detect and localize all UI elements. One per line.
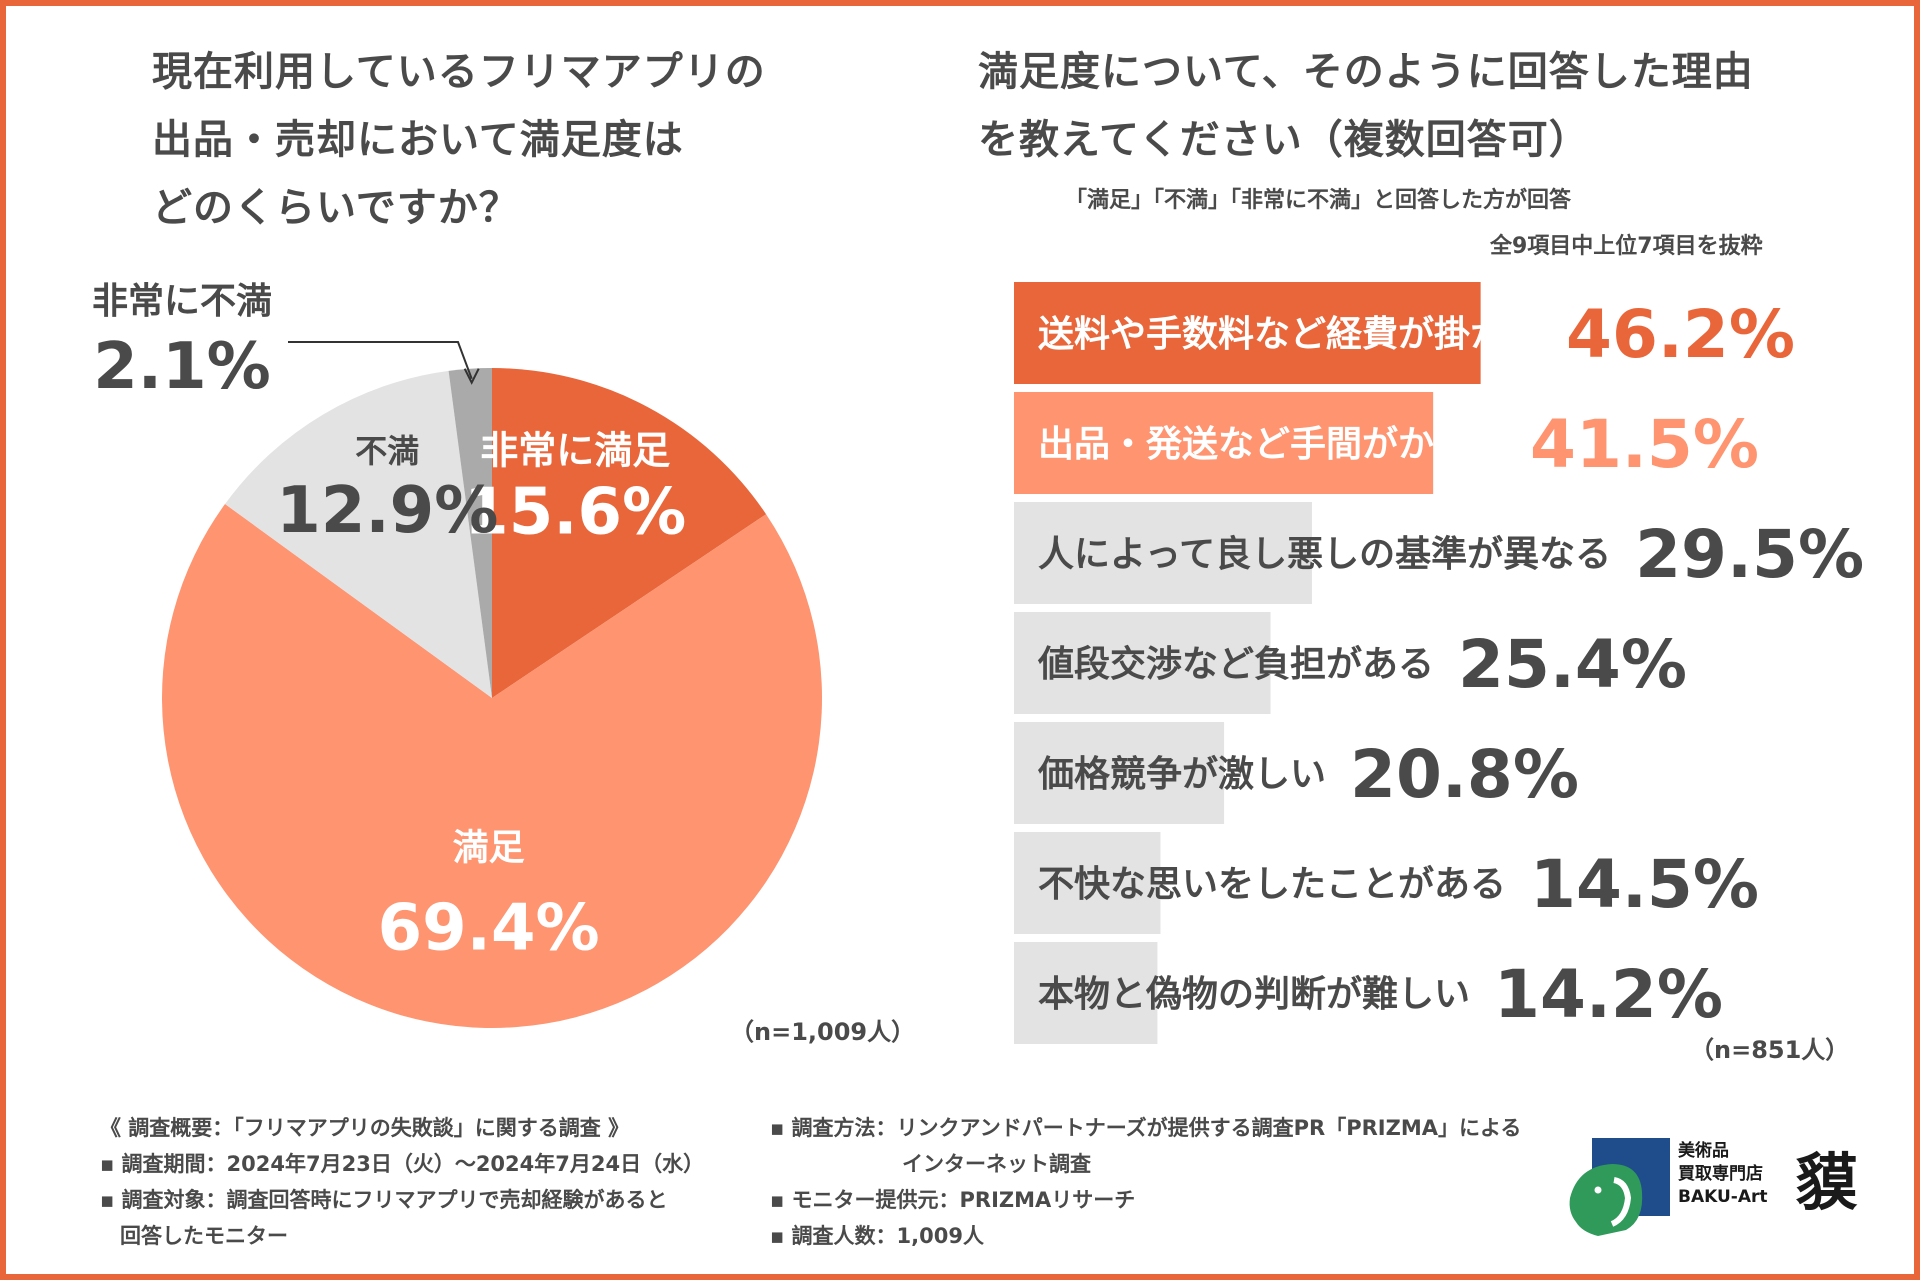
logo-line-2: 買取専門店 (1678, 1164, 1763, 1184)
bar-title-line-1: 満足度について、そのように回答した理由 (978, 49, 1754, 95)
pie-value-very-satisfied: 15.6% (464, 475, 686, 549)
bar-category-label-3: 人によって良し悪しの基準が異なる (1038, 534, 1611, 575)
pie-value-very-dissatisfied: 2.1% (93, 330, 271, 404)
survey-method-cont: インターネット調査 (902, 1152, 1091, 1176)
pie-slice-dissatisfied (225, 370, 492, 698)
bar-value-label-3: 29.5% (1635, 516, 1864, 593)
pie-value-dissatisfied: 12.9% (276, 474, 498, 548)
logo-line-3: BAKU-Art (1678, 1187, 1768, 1207)
bar-chart-title: 満足度について、そのように回答した理由 を教えてください（複数回答可） (978, 38, 1754, 174)
pie-leader-arrowhead (463, 368, 480, 385)
bar-value-label-7: 14.2% (1494, 956, 1723, 1033)
logo-kanji: 貘 (1796, 1146, 1859, 1219)
pie-chart-title: 現在利用しているフリマアプリの 出品・売却において満足度は どのくらいですか？ (152, 38, 766, 242)
pie-title-line-3: どのくらいですか？ (152, 185, 520, 231)
bar-sample-size: （n=851人） (1690, 1036, 1850, 1064)
bar-category-label-1: 送料や手数料など経費が掛かる (1038, 314, 1542, 355)
survey-overview-left: 《 調査概要：「フリマアプリの失敗談」に関する調査 》 ▪ 調査期間：2024年… (100, 1110, 704, 1254)
pie-slice-very-satisfied (492, 368, 767, 698)
bar-subtitle-respondents: 「満足」「不満」「非常に不満」と回答した方が回答 (1065, 188, 1572, 213)
survey-method: ▪ 調査方法：リンクアンドパートナーズが提供する調査PR「PRIZMA」による (770, 1116, 1522, 1140)
baku-art-logo: 美術品 買取専門店 BAKU-Art 貘 (1568, 1138, 1868, 1238)
pie-label-very-dissatisfied: 非常に不満 (92, 281, 272, 322)
pie-leader-line (288, 341, 473, 380)
bar-value-label-5: 20.8% (1350, 736, 1579, 813)
bar-category-label-2: 出品・発送など手間がかかる (1038, 424, 1506, 465)
survey-overview-heading: 《 調査概要：「フリマアプリの失敗談」に関する調査 》 (100, 1116, 630, 1140)
bar-category-label-6: 不快な思いをしたことがある (1038, 864, 1506, 905)
bar-5 (1014, 722, 1225, 824)
logo-line-1: 美術品 (1678, 1141, 1729, 1161)
survey-monitor-provider: ▪ モニター提供元：PRIZMAリサーチ (770, 1188, 1136, 1212)
bar-1 (1014, 282, 1481, 384)
pie-value-satisfied: 69.4% (378, 891, 600, 965)
survey-target-cont: 回答したモニター (120, 1224, 288, 1248)
bar-value-label-2: 41.5% (1530, 406, 1759, 483)
baku-logo-icon (1569, 1138, 1670, 1236)
bar-title-line-2: を教えてください（複数回答可） (978, 117, 1590, 163)
bar-chart: 送料や手数料など経費が掛かる 46.2% 出品・発送など手間がかかる 41.5% 人によ… (1014, 282, 1864, 1044)
logo-text: 美術品 買取専門店 BAKU-Art (1678, 1140, 1768, 1209)
pie-label-dissatisfied: 不満 (355, 432, 419, 470)
bar-4 (1014, 612, 1271, 714)
survey-overview-right: ▪ 調査方法：リンクアンドパートナーズが提供する調査PR「PRIZMA」による … (770, 1110, 1521, 1254)
pie-title-line-2: 出品・売却において満足度は (152, 117, 684, 163)
bar-6 (1014, 832, 1161, 934)
bar-value-label-1: 46.2% (1566, 296, 1795, 373)
bar-category-label-5: 価格競争が激しい (1037, 754, 1326, 795)
survey-count: ▪ 調査人数：1,009人 (770, 1224, 984, 1248)
bar-category-label-4: 値段交渉など負担がある (1037, 643, 1434, 685)
bar-value-label-6: 14.5% (1530, 846, 1759, 923)
survey-period: ▪ 調査期間：2024年7月23日（火）～2024年7月24日（水） (100, 1152, 705, 1176)
pie-sample-size: （n=1,009人） (730, 1018, 916, 1046)
bar-7 (1014, 942, 1158, 1044)
bar-2 (1014, 392, 1434, 494)
pie-label-satisfied: 満足 (453, 827, 525, 868)
pie-label-very-satisfied: 非常に満足 (480, 428, 670, 472)
pie-slice-satisfied (161, 504, 822, 1028)
bar-value-label-4: 25.4% (1458, 626, 1687, 703)
bar-subtitle-items: 全9項目中上位7項目を抜粋 (1490, 234, 1763, 259)
survey-target: ▪ 調査対象：調査回答時にフリマアプリで売却経験があると (100, 1188, 668, 1212)
pie-title-line-1: 現在利用しているフリマアプリの (152, 49, 766, 95)
pie-slice-very-dissatisfied (448, 368, 492, 698)
bar-3 (1014, 502, 1312, 604)
bar-category-label-7: 本物と偽物の判断が難しい (1038, 974, 1470, 1015)
